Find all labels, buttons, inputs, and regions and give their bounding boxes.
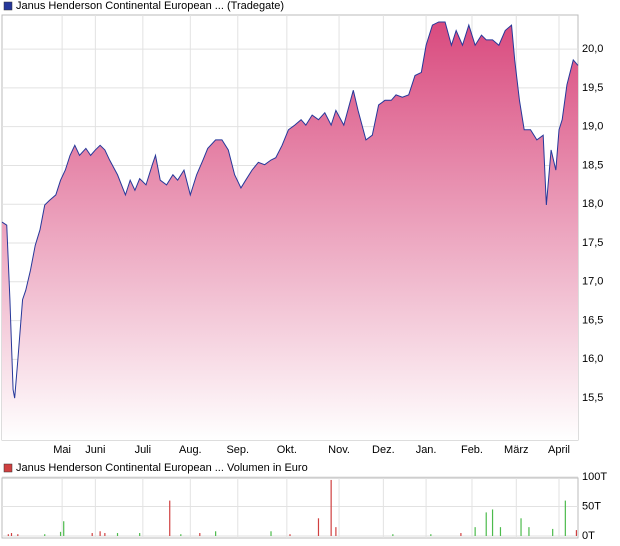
x-tick-label: Sep. xyxy=(226,444,249,456)
volume-bar xyxy=(59,531,62,536)
volume-bar xyxy=(91,533,93,536)
y-tick-label: 17,5 xyxy=(582,237,603,249)
x-tick-label: Jan. xyxy=(416,444,437,456)
legend-label: Janus Henderson Continental European ...… xyxy=(16,0,284,12)
volume-bar xyxy=(491,509,494,536)
volume-bar xyxy=(528,527,530,536)
volume-bar xyxy=(104,533,106,536)
volume-bar xyxy=(169,500,171,536)
price-line xyxy=(1,21,579,399)
y-tick-label: 19,5 xyxy=(582,82,603,94)
volume-bar xyxy=(139,533,141,536)
x-tick-label: Dez. xyxy=(372,444,395,456)
volume-bar xyxy=(485,512,487,536)
x-tick-label: Juni xyxy=(85,444,105,456)
volume-bar xyxy=(499,527,502,536)
x-tick-label: Nov. xyxy=(328,444,350,456)
volume-bar xyxy=(116,533,119,536)
x-tick-label: Feb. xyxy=(461,444,483,456)
y-tick-label: 15,5 xyxy=(582,392,603,404)
legend-swatch xyxy=(3,463,13,473)
volume-bar xyxy=(335,527,337,536)
volume-bar xyxy=(7,534,9,536)
y-tick-label: 16,5 xyxy=(582,314,603,326)
volume-bar xyxy=(215,531,217,536)
volume-bar xyxy=(330,479,332,536)
volume-bar xyxy=(317,518,320,536)
x-tick-label: Juli xyxy=(135,444,152,456)
volume-bar xyxy=(552,528,554,536)
x-tick-label: April xyxy=(548,444,570,456)
y-tick-label: 0T xyxy=(582,530,595,542)
volume-bar xyxy=(430,534,432,536)
y-tick-label: 18,5 xyxy=(582,159,603,171)
volume-bar xyxy=(520,518,522,536)
y-tick-label: 16,0 xyxy=(582,353,603,365)
volume-bar xyxy=(44,534,46,536)
legend-label: Janus Henderson Continental European ...… xyxy=(16,462,308,474)
volume-bar xyxy=(63,521,65,536)
volume-bar xyxy=(17,534,19,536)
volume-bar xyxy=(270,531,272,536)
volume-bar xyxy=(575,530,578,536)
x-tick-label: Mai xyxy=(53,444,71,456)
area-fill xyxy=(2,21,578,441)
volume-bar xyxy=(99,531,101,536)
volume-bar xyxy=(199,533,201,536)
volume-bar xyxy=(460,533,462,536)
y-tick-label: 18,0 xyxy=(582,198,603,210)
legend-swatch xyxy=(3,1,13,11)
y-tick-label: 17,0 xyxy=(582,276,603,288)
x-tick-label: Okt. xyxy=(277,444,297,456)
x-tick-label: März xyxy=(504,444,528,456)
y-tick-label: 50T xyxy=(582,500,601,512)
plot-frame xyxy=(1,477,579,539)
x-tick-label: Aug. xyxy=(179,444,202,456)
volume-bar xyxy=(289,534,291,536)
volume-bar xyxy=(10,533,13,536)
y-tick-label: 20,0 xyxy=(582,43,603,55)
volume-bar xyxy=(474,527,476,536)
y-tick-label: 100T xyxy=(582,471,607,483)
y-tick-label: 19,0 xyxy=(582,121,603,133)
volume-bar xyxy=(180,534,182,536)
volume-bar xyxy=(392,534,394,536)
volume-bar xyxy=(564,500,566,536)
